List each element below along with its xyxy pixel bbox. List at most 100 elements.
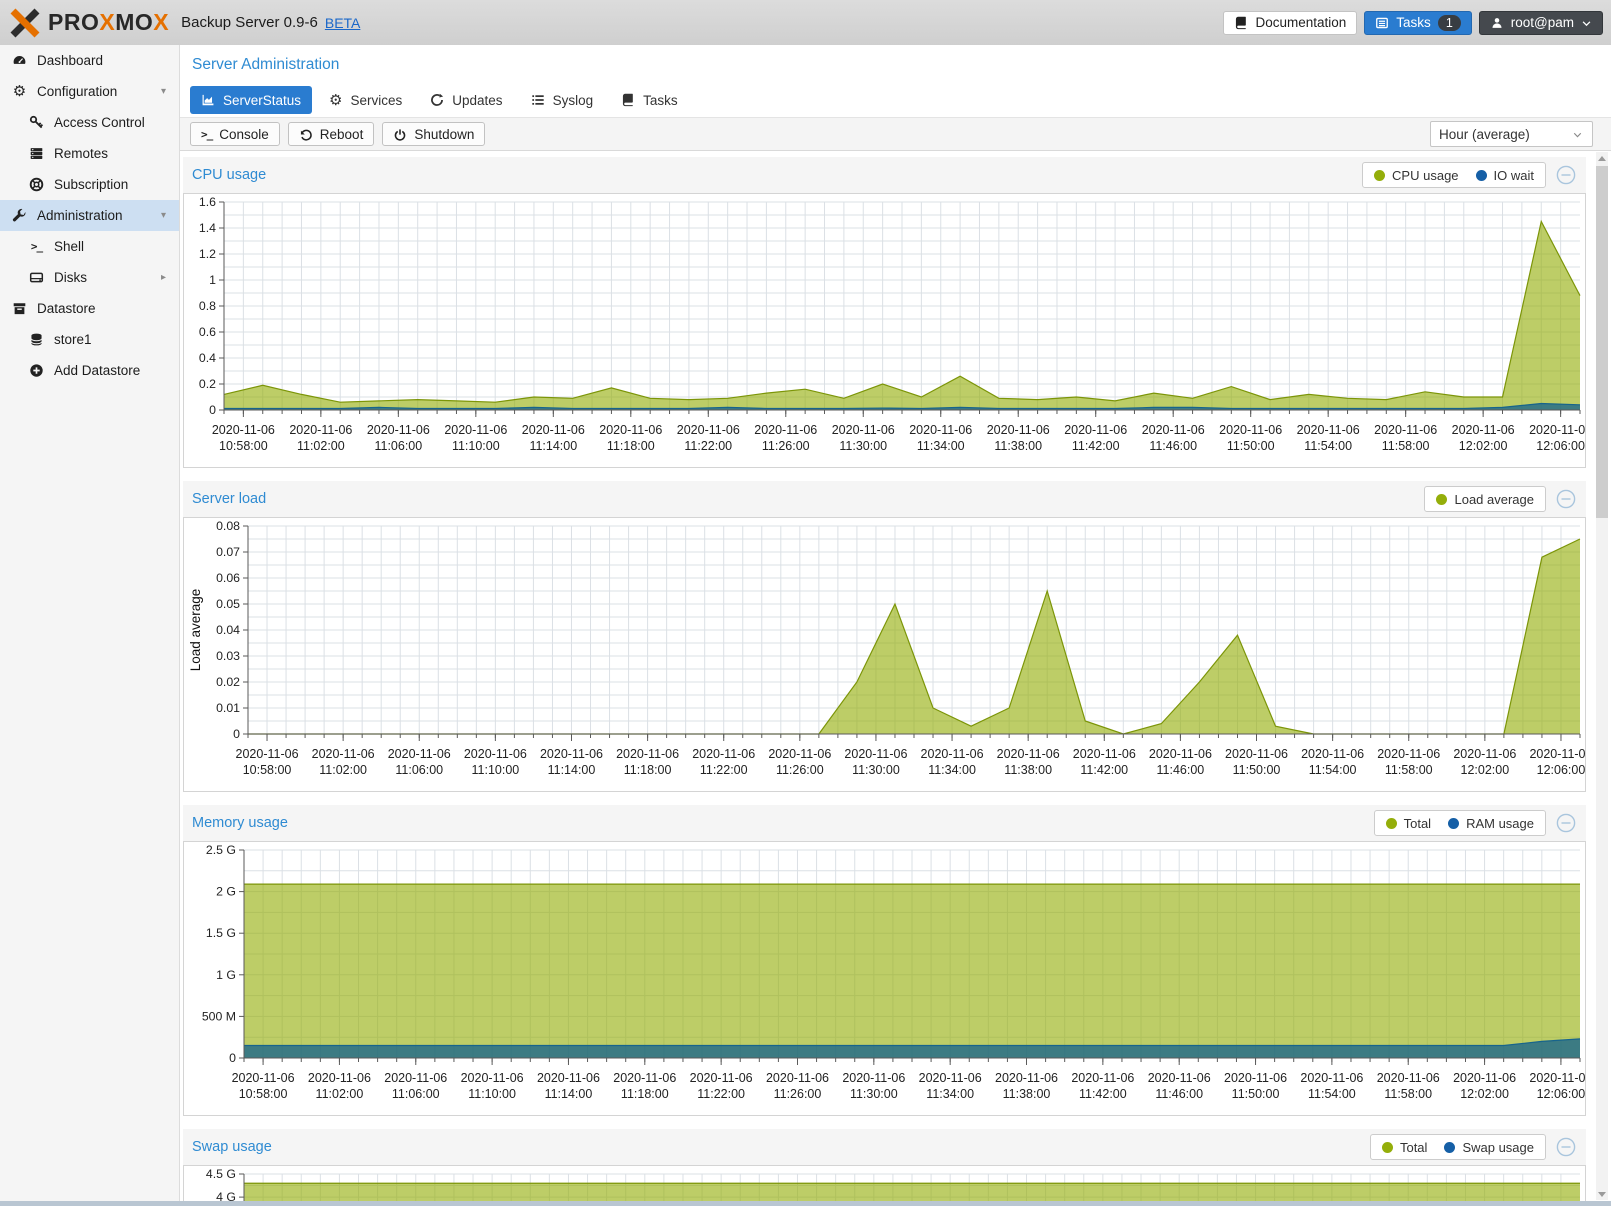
sidebar-item-dashboard[interactable]: Dashboard bbox=[0, 45, 179, 76]
tab-tasks[interactable]: Tasks bbox=[610, 86, 689, 114]
svg-text:11:06:00: 11:06:00 bbox=[374, 439, 422, 453]
sidebar-item-datastore[interactable]: Datastore bbox=[0, 293, 179, 324]
sidebar-item-shell[interactable]: >_ Shell bbox=[0, 231, 179, 262]
sidebar-item-store1[interactable]: store1 bbox=[0, 324, 179, 355]
server-load-chart: 0 0.01 0.02 0.03 0.04 0.05 0.06 0.07 0.08 2020-11… bbox=[183, 517, 1586, 792]
svg-text:11:58:00: 11:58:00 bbox=[1382, 439, 1430, 453]
svg-text:0.2: 0.2 bbox=[199, 377, 216, 391]
svg-text:1.2: 1.2 bbox=[199, 247, 216, 261]
user-menu-button[interactable]: root@pam bbox=[1478, 10, 1603, 35]
user-icon bbox=[1490, 15, 1504, 30]
panel-header: Server load Load average bbox=[183, 481, 1586, 517]
svg-text:2020-11-06: 2020-11-06 bbox=[842, 1071, 905, 1085]
tasks-button[interactable]: Tasks 1 bbox=[1364, 10, 1472, 35]
documentation-button[interactable]: Documentation bbox=[1223, 10, 1358, 35]
svg-text:11:14:00: 11:14:00 bbox=[548, 763, 596, 777]
svg-text:12:02:00: 12:02:00 bbox=[1461, 763, 1510, 777]
chevron-down-icon bbox=[1581, 15, 1592, 30]
collapse-panel-icon[interactable] bbox=[1556, 489, 1576, 509]
svg-text:2 G: 2 G bbox=[216, 885, 236, 899]
sidebar-item-access-control[interactable]: Access Control bbox=[0, 107, 179, 138]
collapse-panel-icon[interactable] bbox=[1556, 165, 1576, 185]
svg-text:0.08: 0.08 bbox=[216, 519, 240, 533]
shutdown-button[interactable]: Shutdown bbox=[382, 122, 486, 146]
legend-item[interactable]: IO wait bbox=[1475, 168, 1534, 183]
svg-text:11:30:00: 11:30:00 bbox=[839, 439, 887, 453]
undo-arrow-icon bbox=[299, 126, 313, 141]
collapse-panel-icon[interactable] bbox=[1556, 1137, 1576, 1157]
tab-syslog[interactable]: Syslog bbox=[520, 86, 605, 114]
svg-text:2020-11-06: 2020-11-06 bbox=[919, 1071, 982, 1085]
svg-text:2020-11-06: 2020-11-06 bbox=[1529, 423, 1585, 437]
chart-icon bbox=[202, 94, 214, 106]
svg-text:2020-11-06: 2020-11-06 bbox=[1064, 423, 1127, 437]
expander-right-icon[interactable]: ▸ bbox=[160, 272, 166, 283]
reboot-button[interactable]: Reboot bbox=[287, 122, 375, 146]
sidebar-item-disks[interactable]: Disks ▸ bbox=[0, 262, 179, 293]
svg-text:2020-11-06: 2020-11-06 bbox=[1142, 423, 1205, 437]
collapse-panel-icon[interactable] bbox=[1556, 813, 1576, 833]
legend-item[interactable]: Total bbox=[1385, 816, 1431, 831]
legend-item[interactable]: RAM usage bbox=[1448, 816, 1534, 831]
panel-header: Memory usage Total RAM usage bbox=[183, 805, 1586, 841]
expander-down-icon[interactable]: ▾ bbox=[160, 210, 166, 221]
scroll-up-arrow[interactable] bbox=[1596, 152, 1608, 164]
expander-down-icon[interactable]: ▾ bbox=[160, 86, 166, 97]
panel-server-load: Server load Load average 0 0.01 0.02 0.03 0.04… bbox=[183, 481, 1586, 792]
panel-title: CPU usage bbox=[192, 167, 267, 183]
svg-text:2020-11-06: 2020-11-06 bbox=[1225, 747, 1288, 761]
svg-text:11:38:00: 11:38:00 bbox=[994, 439, 1042, 453]
svg-text:12:06:00: 12:06:00 bbox=[1536, 439, 1585, 453]
svg-text:2020-11-06: 2020-11-06 bbox=[236, 747, 299, 761]
svg-text:0.01: 0.01 bbox=[216, 701, 240, 715]
svg-text:1: 1 bbox=[209, 273, 216, 287]
gauge-icon bbox=[13, 56, 26, 64]
svg-text:2020-11-06: 2020-11-06 bbox=[766, 1071, 829, 1085]
status-toolbar: >_ Console Reboot Shutdown Hour (average… bbox=[180, 117, 1611, 151]
svg-text:12:02:00: 12:02:00 bbox=[1459, 439, 1508, 453]
scroll-down-arrow[interactable] bbox=[1596, 1188, 1608, 1200]
key-icon bbox=[29, 115, 44, 129]
legend-item[interactable]: Swap usage bbox=[1444, 1140, 1534, 1155]
tab-updates[interactable]: Updates bbox=[419, 86, 513, 114]
svg-text:11:54:00: 11:54:00 bbox=[1308, 1087, 1356, 1101]
book-icon bbox=[623, 93, 633, 107]
svg-text:11:02:00: 11:02:00 bbox=[319, 763, 367, 777]
sidebar-item-configuration[interactable]: ⚙ Configuration ▾ bbox=[0, 76, 179, 107]
beta-link[interactable]: BETA bbox=[324, 14, 361, 31]
sidebar-item-add-datastore[interactable]: Add Datastore bbox=[0, 355, 179, 386]
svg-text:11:38:00: 11:38:00 bbox=[1004, 763, 1052, 777]
top-header-bar: PROXMOX Backup Server 0.9-6 BETA Documen… bbox=[0, 0, 1611, 45]
tab-serverstatus[interactable]: ServerStatus bbox=[190, 86, 313, 114]
tab-services[interactable]: ⚙ Services bbox=[329, 91, 403, 109]
svg-text:2020-11-06: 2020-11-06 bbox=[1149, 747, 1212, 761]
wrench-icon bbox=[12, 208, 26, 222]
sidebar-nav: Dashboard ⚙ Configuration ▾ Access Control Re… bbox=[0, 45, 180, 1206]
svg-text:11:22:00: 11:22:00 bbox=[684, 439, 732, 453]
svg-text:11:22:00: 11:22:00 bbox=[700, 763, 748, 777]
vertical-scrollbar[interactable] bbox=[1596, 152, 1608, 1200]
plus-icon bbox=[30, 364, 43, 377]
legend-item[interactable]: Total bbox=[1381, 1140, 1427, 1155]
sidebar-item-administration[interactable]: Administration ▾ bbox=[0, 200, 179, 231]
svg-text:2020-11-06: 2020-11-06 bbox=[1219, 423, 1282, 437]
sidebar-item-subscription[interactable]: Subscription bbox=[0, 169, 179, 200]
svg-text:2020-11-06: 2020-11-06 bbox=[367, 423, 430, 437]
svg-text:11:30:00: 11:30:00 bbox=[850, 1087, 898, 1101]
panel-memory-usage: Memory usage Total RAM usage 0 500 M 1 G 1.5 G… bbox=[183, 805, 1586, 1116]
sidebar-item-label: Access Control bbox=[54, 115, 145, 130]
legend-item[interactable]: CPU usage bbox=[1374, 168, 1459, 183]
svg-text:2020-11-06: 2020-11-06 bbox=[1071, 1071, 1134, 1085]
time-range-select[interactable]: Hour (average) bbox=[1430, 121, 1593, 147]
tab-bar: ServerStatus ⚙ Services Updates Syslog Tasks bbox=[180, 83, 1611, 117]
svg-text:2020-11-06: 2020-11-06 bbox=[599, 423, 662, 437]
svg-text:10:58:00: 10:58:00 bbox=[239, 1087, 288, 1101]
svg-text:2020-11-06: 2020-11-06 bbox=[1224, 1071, 1287, 1085]
sidebar-item-remotes[interactable]: Remotes bbox=[0, 138, 179, 169]
console-button[interactable]: >_ Console bbox=[190, 122, 280, 146]
scrollbar-thumb[interactable] bbox=[1596, 166, 1608, 518]
sidebar-item-label: Subscription bbox=[54, 177, 129, 192]
svg-text:2020-11-06: 2020-11-06 bbox=[690, 1071, 753, 1085]
legend-dot-icon bbox=[1374, 169, 1386, 181]
legend-item[interactable]: Load average bbox=[1436, 492, 1534, 507]
